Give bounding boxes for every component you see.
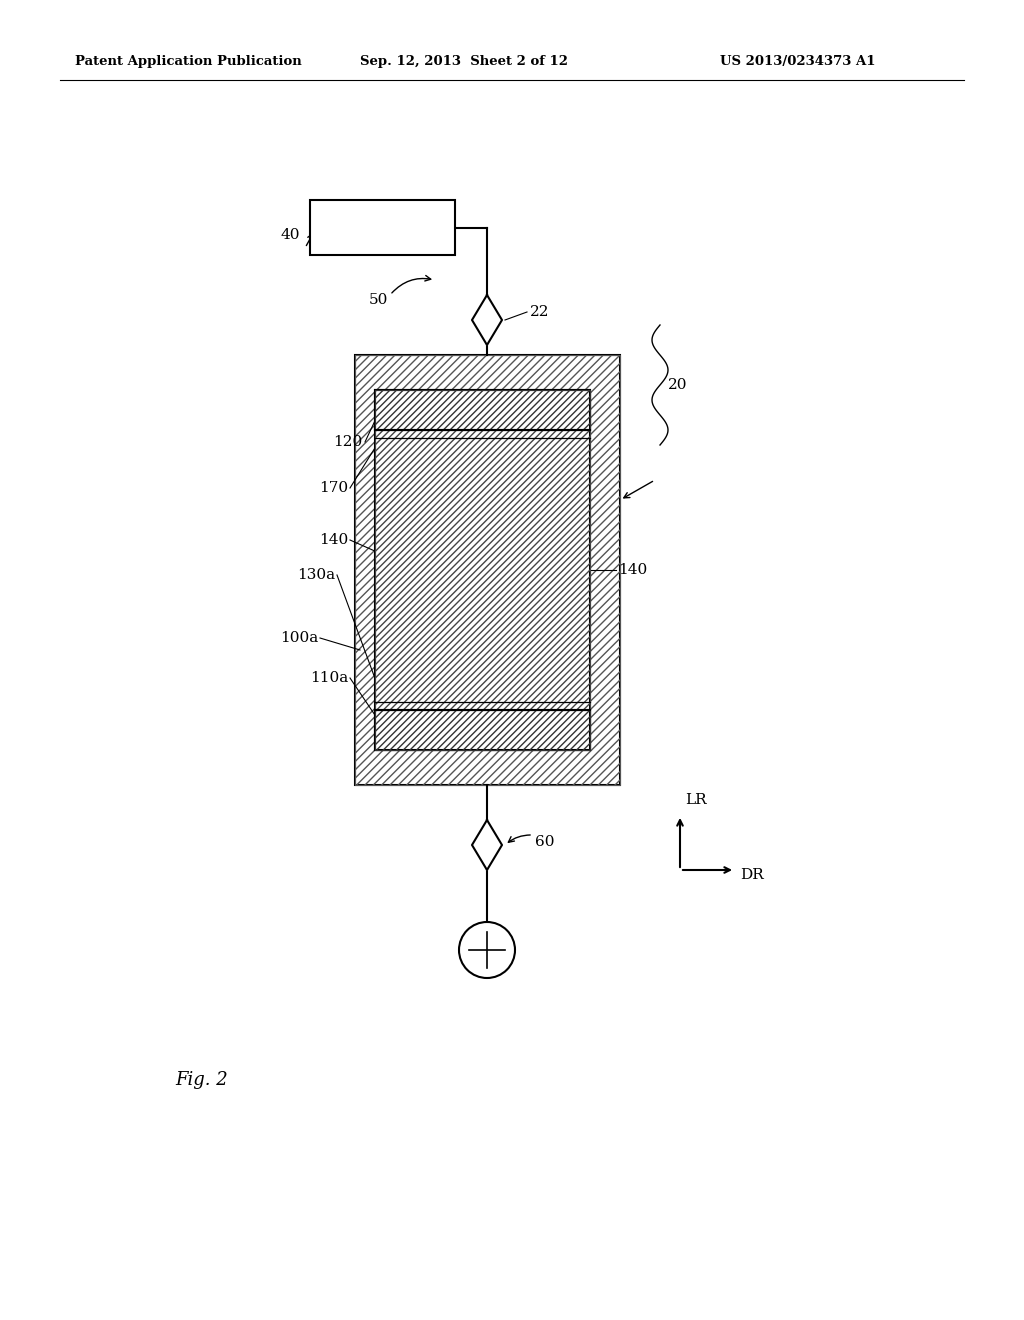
Text: 130a: 130a [297,568,335,582]
Text: 20: 20 [668,378,687,392]
Bar [375,389,590,430]
Text: 22: 22 [530,305,550,319]
Text: 120: 120 [333,436,362,449]
Polygon shape [472,294,502,345]
Bar [375,710,590,750]
Text: Patent Application Publication: Patent Application Publication [75,55,302,69]
Bar [310,201,455,255]
Text: 170: 170 [318,480,348,495]
Text: 140: 140 [318,533,348,546]
Bar [375,389,590,750]
Text: Fig. 2: Fig. 2 [175,1071,227,1089]
Text: Sep. 12, 2013  Sheet 2 of 12: Sep. 12, 2013 Sheet 2 of 12 [360,55,568,69]
Text: 100a: 100a [280,631,318,645]
Bar [355,355,620,785]
Text: US 2013/0234373 A1: US 2013/0234373 A1 [720,55,876,69]
Text: DR: DR [740,869,764,882]
Text: LR: LR [685,793,707,807]
Bar [375,389,590,750]
Bar [375,389,590,430]
Bar [355,355,620,785]
Text: 60: 60 [535,836,555,849]
Circle shape [459,921,515,978]
Text: 110a: 110a [309,671,348,685]
Text: 50: 50 [369,293,388,308]
Text: 140: 140 [618,564,647,577]
Polygon shape [472,820,502,870]
Bar [375,710,590,750]
Text: 40: 40 [281,228,300,242]
